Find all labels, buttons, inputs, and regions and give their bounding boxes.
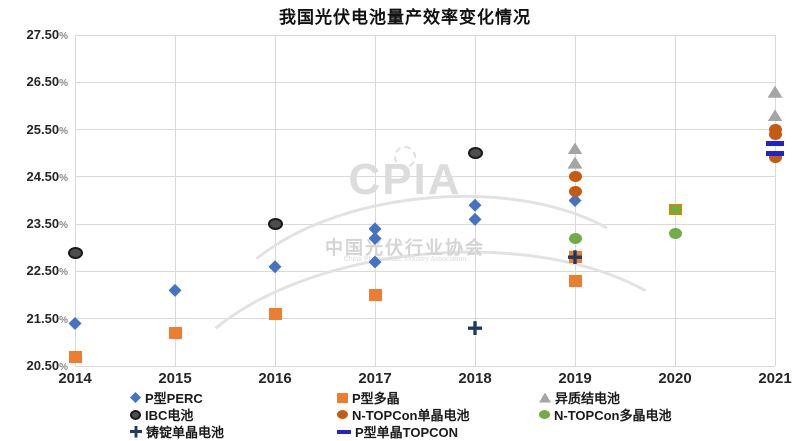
gridline-horizontal [75,270,775,272]
legend-item-铸锭单晶电池: 铸锭单晶电池 [130,423,337,440]
y-axis-tick-label: 23.50% [26,216,68,232]
data-point-P型单晶TOPCON [766,150,784,156]
data-point-异质结电池 [767,85,783,98]
legend-marker-circle-icon [539,410,550,419]
data-point-P型PERC [268,260,282,274]
y-axis-tick-label: 21.50% [26,310,68,326]
y-axis-tick-label: 26.50% [26,74,68,90]
data-point-N-TOPCon多晶电池 [568,232,582,244]
x-axis-tick-label: 2020 [658,370,692,387]
gridline-vertical [174,35,176,366]
data-point-P型多晶 [268,307,282,320]
y-axis-tick-label: 22.50% [26,263,68,279]
data-point-异质结电池 [767,109,783,122]
data-point-N-TOPCon单晶电池 [568,185,582,197]
data-point-P型PERC [468,212,482,226]
data-point-P型单晶TOPCON [766,141,784,147]
legend-marker-circle-dark-icon [130,409,141,420]
legend-label: P型多晶 [352,391,400,406]
y-axis-tick-label: 20.50% [26,358,68,373]
data-point-N-TOPCon单晶电池 [768,152,782,164]
data-point-P型多晶 [368,289,382,302]
data-point-IBC电池 [267,218,283,231]
gridline-vertical [374,35,376,366]
chart-legend: P型PERC P型多晶 异质结电池 IBC电池 N-TOPCon单晶电池 N-TOPCon… [130,389,795,440]
y-axis-tick-label: 24.50% [26,168,68,184]
data-point-P型PERC [168,283,182,297]
legend-item-P型单晶TOPCON: P型单晶TOPCON [337,423,539,440]
x-axis-tick-label: 2018 [458,370,492,387]
data-point-P型PERC [468,198,482,212]
gridline-horizontal [75,81,775,83]
legend-item-N-TOPCon多晶电池: N-TOPCon多晶电池 [539,406,795,423]
data-point-N-TOPCon多晶电池 [668,204,682,216]
legend-marker-cross-icon [130,425,142,438]
data-point-P型PERC [568,194,582,207]
gridline-horizontal [75,318,775,320]
data-point-N-TOPCon单晶电池 [568,171,582,183]
gridline-horizontal [75,176,775,178]
data-point-异质结电池 [567,142,583,155]
legend-label: N-TOPCon多晶电池 [554,408,672,423]
data-point-P型PERC [368,255,382,269]
gridline-horizontal [75,34,775,36]
x-axis-tick-label: 2017 [358,370,392,387]
legend-marker-circle-icon [337,410,348,419]
x-axis-tick-label: 2014 [58,370,92,387]
x-axis-tick-label: 2016 [258,370,292,387]
legend-label: N-TOPCon单晶电池 [352,408,470,423]
x-axis-tick-label: 2015 [158,370,192,387]
gridline-horizontal [75,365,775,367]
legend-marker-square-icon [337,392,348,403]
gridline-horizontal [75,129,775,131]
legend-label: P型PERC [145,391,203,406]
x-axis-tick-label: 2019 [558,370,592,387]
gridline-vertical [774,35,776,366]
data-point-N-TOPCon多晶电池 [668,228,682,240]
data-point-N-TOPCon单晶电池 [768,128,782,140]
legend-item-异质结电池: 异质结电池 [539,389,795,406]
legend-label: 异质结电池 [555,391,621,406]
y-axis-tick-label: 25.50% [26,121,68,137]
gridline-vertical [74,35,76,366]
legend-label: IBC电池 [145,408,194,423]
legend-marker-diamond-icon [130,392,141,403]
legend-marker-triangle-icon [539,392,551,403]
gridline-vertical [274,35,276,366]
legend-label: P型单晶TOPCON [355,425,459,440]
data-point-P型PERC [368,222,382,236]
gridline-vertical [674,35,676,366]
data-point-异质结电池 [567,156,583,169]
data-point-P型PERC [368,231,382,245]
data-point-铸锭单晶电池 [468,321,482,336]
legend-item-IBC电池: IBC电池 [130,406,337,423]
x-axis-tick-label: 2021 [758,370,792,387]
chart-title: 我国光伏电池量产效率变化情况 [279,8,531,27]
data-point-IBC电池 [67,246,83,259]
data-point-P型多晶 [68,350,82,363]
legend-item-N-TOPCon单晶电池: N-TOPCon单晶电池 [337,406,539,423]
legend-marker-dash-icon [337,429,351,434]
y-axis-tick-label: 27.50% [26,27,68,42]
legend-item-P型PERC: P型PERC [130,389,337,406]
data-point-IBC电池 [467,147,483,160]
data-point-P型PERC [68,316,82,330]
data-point-P型多晶 [568,274,582,287]
legend-label: 铸锭单晶电池 [146,425,225,440]
data-point-P型多晶 [168,326,182,339]
legend-item-P型多晶: P型多晶 [337,389,539,406]
gridline-horizontal [75,223,775,225]
